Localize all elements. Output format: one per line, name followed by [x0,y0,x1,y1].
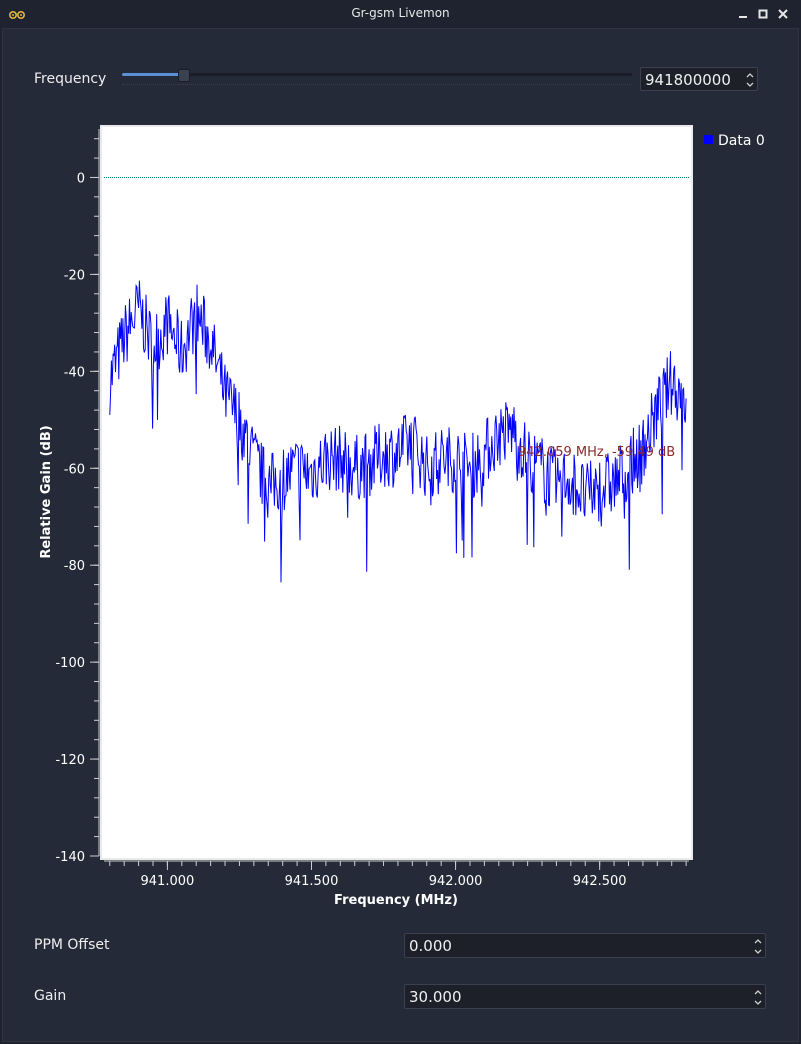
data-0-trace [109,280,687,583]
y-tick-label: -20 [64,268,85,283]
gain-spinbox[interactable]: 30.000 [404,984,766,1009]
spin-arrows-icon[interactable] [752,935,764,956]
slider-tick-marks [122,84,632,86]
x-tick-label: 942.000 [429,874,483,889]
app-icon [8,6,26,22]
maximize-button[interactable] [755,6,771,22]
spin-arrows-icon[interactable] [744,69,756,89]
legend-swatch [704,135,713,144]
y-tick-label: -100 [55,656,85,671]
marker-annotation: 942.059 MHz, -59.49 dB [518,445,675,460]
gain-value: 30.000 [409,988,462,1006]
y-tick-label: 0 [77,171,85,186]
legend-item-data-0: Data 0 [718,133,765,149]
frequency-slider-fill [122,73,184,76]
y-axis-label: Relative Gain (dB) [39,425,54,558]
spectrum-chart: 0 -20 -40 -60 -80 -100 -120 -140 941.000 941.500… [39,125,765,908]
spin-arrows-icon[interactable] [752,986,764,1007]
y-axis: 0 -20 -40 -60 -80 -100 -120 -140 [55,129,100,865]
y-tick-label: -40 [64,365,85,380]
y-tick-label: -60 [64,462,85,477]
ppm-offset-value: 0.000 [409,937,452,955]
x-tick-label: 941.000 [141,874,195,889]
frequency-slider[interactable] [122,73,632,76]
frequency-value: 941800000 [645,71,731,89]
y-tick-label: -80 [64,559,85,574]
ppm-offset-label: PPM Offset [34,937,110,953]
frequency-slider-handle[interactable] [178,69,191,82]
frequency-label: Frequency [34,71,107,87]
y-tick-label: -140 [55,850,85,865]
x-axis-label: Frequency (MHz) [334,893,458,908]
y-tick-label: -120 [55,753,85,768]
ppm-offset-spinbox[interactable]: 0.000 [404,933,766,958]
window-title: Gr-gsm Livemon [351,6,450,20]
x-tick-label: 941.500 [285,874,339,889]
title-bar: Gr-gsm Livemon [0,0,801,28]
x-tick-label: 942.500 [573,874,627,889]
x-axis: 941.000 941.500 942.000 942.500 [104,860,689,889]
minimize-button[interactable] [735,6,751,22]
close-button[interactable] [775,6,791,22]
gain-label: Gain [34,988,67,1004]
frequency-spinbox[interactable]: 941800000 [640,67,758,91]
